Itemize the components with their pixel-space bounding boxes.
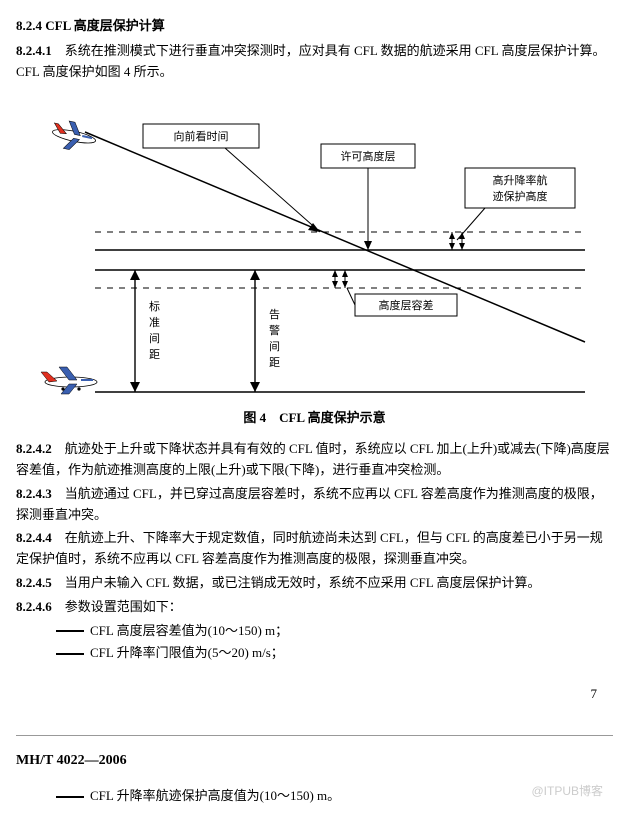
label-high-rate-1: 高升降率航 xyxy=(492,173,547,187)
aircraft-lower-icon xyxy=(41,367,97,394)
bullet-1: CFL 高度层容差值为(10～150) m； xyxy=(56,621,613,642)
section-number: 8.2.4 xyxy=(16,18,42,33)
bullet-dash-icon xyxy=(56,630,84,632)
label-std-sep: 标 xyxy=(149,299,160,313)
svg-text:准: 准 xyxy=(149,316,160,329)
svg-text:间: 间 xyxy=(149,332,160,345)
para-8242: 8.2.4.2 航迹处于上升或下降状态并具有有效的 CFL 值时，系统应以 CF… xyxy=(16,439,613,481)
section-title: CFL 高度层保护计算 xyxy=(45,18,165,33)
para-8245: 8.2.4.5 当用户未输入 CFL 数据，或已注销成无效时，系统不应采用 CF… xyxy=(16,573,613,594)
svg-text:距: 距 xyxy=(149,348,160,361)
figure-4: 向前看时间 许可高度层 高升降率航 迹保护高度 高度层容差 标 准 间 距 告 … xyxy=(25,92,605,402)
label-tolerance: 高度层容差 xyxy=(378,298,433,312)
label-look-ahead: 向前看时间 xyxy=(173,129,228,143)
label-cleared-level: 许可高度层 xyxy=(340,149,395,163)
bullet-dash-icon xyxy=(56,653,84,655)
standard-code: MH/T 4022—2006 xyxy=(16,750,613,772)
label-high-rate-2: 迹保护高度 xyxy=(492,189,547,203)
bullet-3: CFL 升降率航迹保护高度值为(10～150) m。 xyxy=(56,786,613,807)
label-alert-sep: 告 xyxy=(269,308,280,321)
aircraft-upper-icon xyxy=(49,118,98,155)
watermark: @ITPUB博客 xyxy=(531,782,603,801)
para-8244: 8.2.4.4 在航迹上升、下降率大于规定数值，同时航迹尚未达到 CFL，但与 … xyxy=(16,528,613,570)
figure-caption: 图 4 CFL 高度保护示意 xyxy=(16,408,613,429)
bullet-dash-icon xyxy=(56,796,84,798)
svg-text:警: 警 xyxy=(269,323,280,337)
para-8241: 8.2.4.1 系统在推测模式下进行垂直冲突探测时，应对具有 CFL 数据的航迹… xyxy=(16,41,613,83)
page-divider xyxy=(16,735,613,736)
para-8243: 8.2.4.3 当航迹通过 CFL，并已穿过高度层容差时，系统不应再以 CFL … xyxy=(16,484,613,526)
svg-text:间: 间 xyxy=(269,340,280,353)
para-8246: 8.2.4.6 参数设置范围如下： xyxy=(16,597,613,618)
page-number: 7 xyxy=(16,684,597,705)
bullet-2: CFL 升降率门限值为(5～20) m/s； xyxy=(56,643,613,664)
svg-text:距: 距 xyxy=(269,356,280,369)
